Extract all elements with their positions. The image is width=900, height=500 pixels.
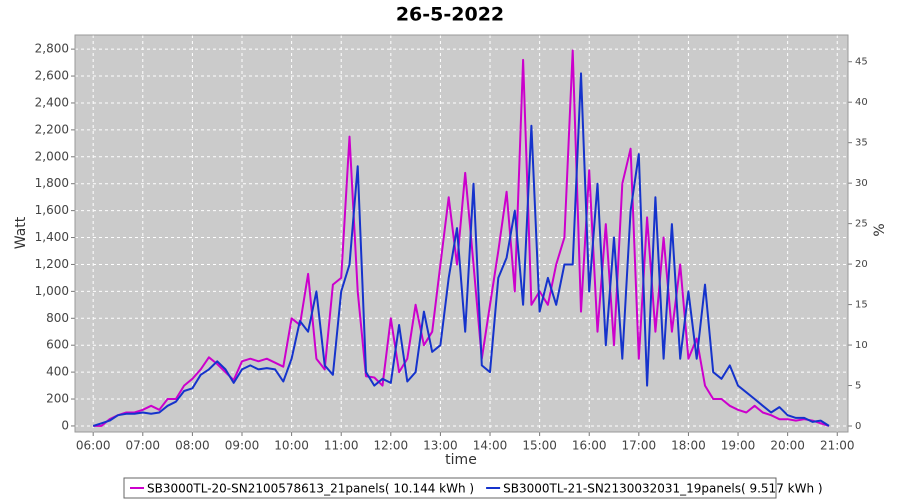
x-tick-label: 20:00 [770,439,805,453]
y-tick-label: 1,800 [35,176,69,190]
chart-title: 26-5-2022 [396,4,504,26]
y-tick-label: 400 [46,365,69,379]
y-tick-label: 1,400 [35,230,69,244]
x-tick-label: 19:00 [721,439,756,453]
x-tick-label: 07:00 [125,439,160,453]
x-tick-label: 13:00 [423,439,458,453]
y-tick-label: 200 [46,392,69,406]
y-tick-label: 1,600 [35,203,69,217]
x-tick-label: 09:00 [225,439,260,453]
x-tick-label: 08:00 [175,439,210,453]
y2-tick-label: 10 [855,340,868,351]
y2-tick-label: 45 [855,57,868,68]
y2-tick-label: 5 [855,381,861,392]
y2-tick-label: 35 [855,138,868,149]
y-tick-label: 2,400 [35,95,69,109]
x-tick-label: 15:00 [522,439,557,453]
y2-tick-label: 40 [855,97,868,108]
plot-border [74,34,849,433]
y2-tick-label: 30 [855,178,868,189]
x-tick-label: 10:00 [274,439,309,453]
x-tick-label: 12:00 [374,439,409,453]
x-tick-label: 16:00 [572,439,607,453]
series-line [92,72,830,427]
x-tick-label: 14:00 [473,439,508,453]
legend-label: SB3000TL-20-SN2100578613_21panels( 10.14… [147,482,474,496]
legend-label: SB3000TL-21-SN2130032031_19panels( 9.517… [503,482,822,496]
y2-axis-label: % [872,223,888,236]
y-tick-label: 2,200 [35,122,69,136]
y-tick-label: 800 [46,311,69,325]
x-axis-label: time [445,452,477,468]
y-tick-label: 1,000 [35,284,69,298]
x-tick-label: 21:00 [820,439,855,453]
y2-tick-label: 15 [855,300,868,311]
y2-tick-label: 0 [855,421,861,432]
y-tick-label: 0 [61,418,69,432]
y-tick-label: 600 [46,338,69,352]
y-tick-label: 2,800 [35,42,69,56]
y2-tick-label: 20 [855,259,868,270]
x-tick-label: 17:00 [622,439,657,453]
y-tick-label: 2,600 [35,69,69,83]
y-tick-label: 2,000 [35,149,69,163]
y-tick-label: 1,200 [35,257,69,271]
x-tick-label: 11:00 [324,439,359,453]
x-tick-label: 18:00 [671,439,706,453]
x-tick-label: 06:00 [76,439,111,453]
y2-tick-label: 25 [855,219,868,230]
legend-box [123,477,777,499]
y-axis-label: Watt [13,216,29,249]
